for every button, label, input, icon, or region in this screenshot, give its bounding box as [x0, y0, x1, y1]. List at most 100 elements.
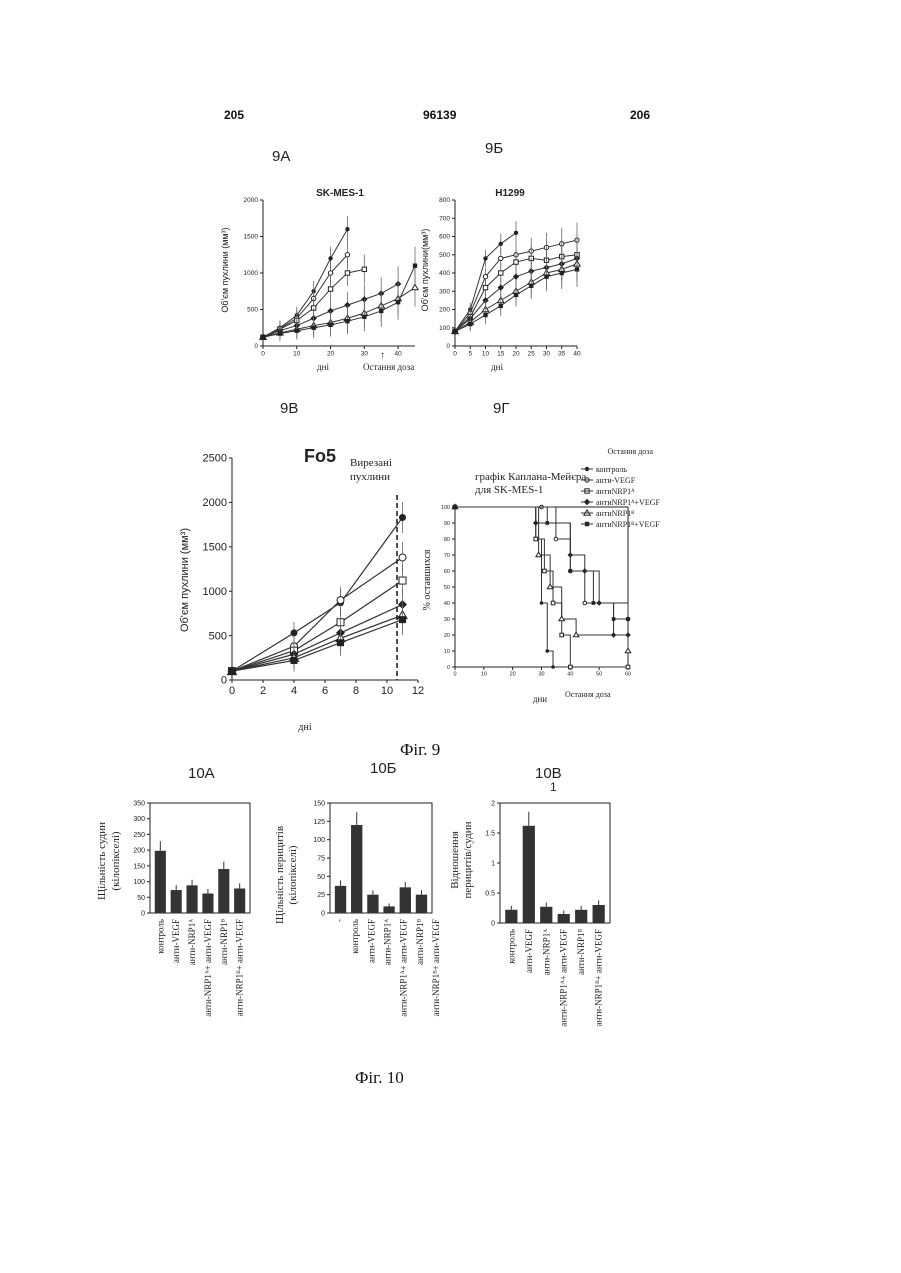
panel-label-10c: 10В [535, 765, 562, 782]
series-line [232, 581, 403, 672]
data-point [399, 616, 406, 623]
y-tick-label: 125 [313, 819, 325, 826]
x-tick-label: 8 [353, 685, 359, 697]
chart-title: SK-MES-1 [316, 188, 364, 199]
y-tick-label: 300 [439, 288, 450, 295]
y-tick-label: 0 [491, 921, 495, 928]
x-category-label: анти-NRP1ᴬ+ анти-VEGF [399, 919, 409, 1017]
x-tick-label: 30 [538, 672, 544, 678]
km-title-2: для SK-MES-1 [475, 484, 543, 496]
y-axis-label-1: Щільність судин [96, 822, 108, 900]
series-line [263, 288, 415, 338]
y-tick-label: 70 [444, 553, 450, 559]
data-point [559, 616, 565, 621]
plot-area: 01020304050600102030405060708090100 [441, 504, 631, 677]
x-category-label: анти-NRP1ᴮ [576, 928, 586, 975]
data-point [514, 231, 518, 235]
x-category-label: контроль [155, 919, 165, 954]
data-point [345, 271, 349, 275]
last-dose-note-top: Остання доза [608, 447, 654, 456]
y-tick-label: 80 [444, 537, 450, 543]
data-point [362, 315, 366, 319]
bar [505, 910, 517, 923]
data-point [545, 521, 549, 525]
y-tick-label: 200 [133, 848, 145, 855]
plot-area: 00.511.52контрольанти-VEGFанти-NRP1ᴬанти… [485, 801, 610, 1027]
x-tick-label: 20 [510, 672, 516, 678]
x-tick-label: 10 [481, 672, 487, 678]
y-tick-label: 60 [444, 569, 450, 575]
x-tick-label: 10 [293, 351, 301, 358]
y-tick-label: 100 [439, 325, 450, 332]
data-point [399, 514, 406, 521]
y-tick-label: 2000 [203, 497, 227, 509]
figure-9-caption: Фіг. 9 [400, 740, 440, 760]
x-tick-label: 60 [625, 672, 631, 678]
data-point [514, 260, 518, 264]
data-point [337, 639, 344, 646]
panel-label-10a: 10А [188, 765, 215, 782]
data-point [626, 617, 630, 621]
y-tick-label: 100 [313, 837, 325, 844]
chart-10b: Щільність перицитів (кілопікселі) 025507… [270, 795, 450, 1055]
y-axis-label-2: (кілопікселі) [287, 845, 299, 905]
y-tick-label: 150 [133, 863, 145, 870]
y-tick-label: 2500 [203, 453, 227, 465]
y-tick-label: 1500 [203, 541, 227, 553]
data-point [569, 569, 573, 573]
data-point [396, 300, 400, 304]
data-point [513, 273, 519, 279]
x-category-label: анти-NRP1ᴮ [415, 918, 425, 965]
y-axis-label-2: (кілопікселі) [110, 831, 122, 891]
x-tick-label: 35 [558, 351, 566, 358]
x-axis-label: дні [491, 362, 503, 372]
data-point [575, 267, 579, 271]
x-axis-label: дні [298, 722, 311, 733]
panel-label-9d: 9Г [493, 400, 509, 417]
y-tick-label: 0 [141, 911, 145, 918]
chart-9a: SK-MES-1 Об'єм пухлини (мм³) дні Остання… [215, 180, 425, 375]
data-point [529, 284, 533, 288]
x-category-label: контроль [506, 929, 516, 964]
y-tick-label: 1 [491, 861, 495, 868]
bar [335, 886, 346, 913]
last-dose-arrow: ↑ [380, 350, 385, 361]
patent-number: 96139 [423, 108, 456, 122]
x-axis-label: дни [533, 694, 547, 704]
x-category-label: анти-NRP1ᴬ+ анти-VEGF [559, 929, 569, 1027]
y-tick-label: 1500 [244, 234, 259, 241]
bar [540, 907, 552, 923]
x-tick-label: 6 [322, 685, 328, 697]
y-tick-label: 100 [441, 505, 450, 511]
x-tick-label: 50 [596, 672, 602, 678]
y-tick-label: 150 [313, 801, 325, 808]
data-point [278, 331, 282, 335]
excised-note-2: пухлини [350, 471, 390, 483]
bar [558, 914, 570, 923]
x-category-label: анти-NRP1ᴮ [219, 918, 229, 965]
bar [351, 825, 362, 913]
data-point [468, 322, 472, 326]
data-point [453, 505, 457, 509]
bar [155, 851, 166, 913]
y-tick-label: 200 [439, 307, 450, 314]
y-tick-label: 1000 [203, 586, 227, 598]
last-dose-note: Остання доза [363, 362, 414, 372]
data-point [612, 617, 616, 621]
data-point [540, 601, 544, 605]
data-point [483, 256, 487, 260]
last-dose-note-bottom: Остання доза [565, 690, 611, 699]
y-tick-label: 40 [444, 601, 450, 607]
y-tick-label: 700 [439, 215, 450, 222]
panel-label-10b: 10Б [370, 760, 397, 777]
x-axis-label: дні [317, 362, 329, 372]
data-point [483, 274, 487, 278]
y-tick-label: 50 [317, 874, 325, 881]
y-tick-label: 800 [439, 197, 450, 204]
data-point [311, 326, 315, 330]
legend-label: антиNRP1ᴬ+VEGF [596, 498, 661, 507]
y-tick-label: 1000 [244, 270, 259, 277]
plot-area: 0510152025303540010020030040050060070080… [439, 197, 581, 357]
panel-label-9c: 9В [280, 400, 298, 417]
y-tick-label: 0.5 [485, 891, 495, 898]
